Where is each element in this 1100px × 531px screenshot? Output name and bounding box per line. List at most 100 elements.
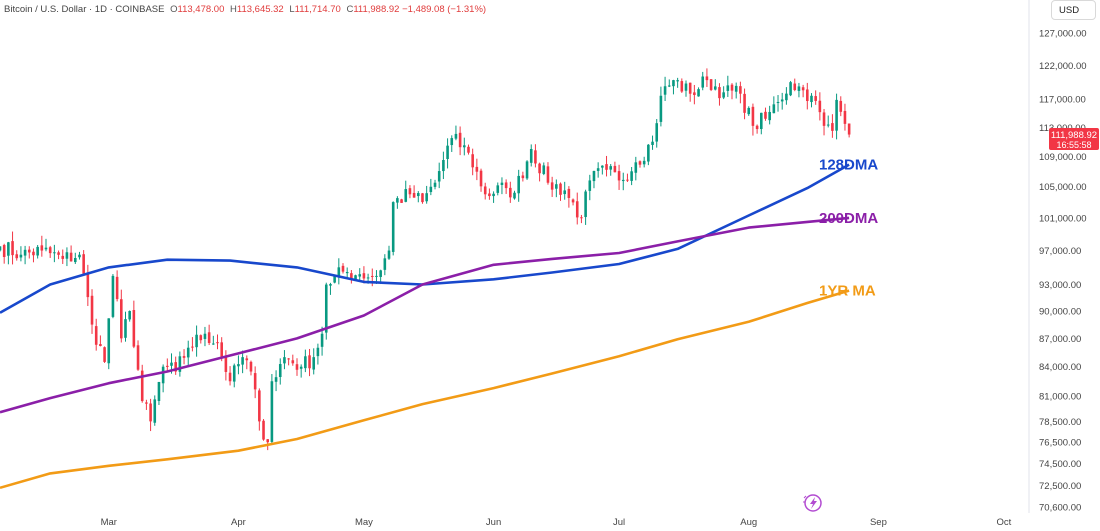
candle-body bbox=[575, 201, 579, 218]
change-value: −1,489.08 (−1.31%) bbox=[402, 4, 487, 15]
candle-body bbox=[776, 101, 780, 104]
candle-body bbox=[262, 420, 265, 440]
y-tick-label: 109,000.00 bbox=[1039, 152, 1087, 163]
candle-body bbox=[638, 161, 642, 165]
candle-body bbox=[580, 217, 583, 219]
candle-body bbox=[831, 123, 834, 131]
candle-body bbox=[509, 187, 512, 198]
candle-body bbox=[186, 347, 190, 358]
candle-body bbox=[814, 96, 817, 101]
candle-body bbox=[103, 347, 106, 362]
candle-body bbox=[362, 273, 366, 279]
x-tick-label: Oct bbox=[997, 517, 1012, 528]
candle-body bbox=[350, 273, 353, 279]
y-tick-label: 74,500.00 bbox=[1039, 459, 1081, 470]
candle-body bbox=[764, 111, 767, 119]
y-tick-label: 70,600.00 bbox=[1039, 503, 1081, 514]
price-tag-price: 111,988.92 bbox=[1051, 130, 1097, 141]
candle-body bbox=[450, 138, 454, 146]
candle-body bbox=[500, 182, 504, 185]
candle-body bbox=[94, 326, 98, 345]
candle-body bbox=[258, 390, 261, 422]
candle-body bbox=[396, 198, 399, 203]
close-key: C bbox=[346, 4, 354, 15]
candle-body bbox=[358, 274, 362, 277]
x-tick-label: Aug bbox=[740, 517, 757, 528]
candle-body bbox=[333, 275, 336, 283]
candle-body bbox=[801, 87, 805, 91]
candle-body bbox=[120, 299, 123, 339]
lightning-icon[interactable] bbox=[803, 494, 822, 512]
time-axis: Mar Apr May Jun Jul Aug Sep Oct bbox=[101, 517, 1012, 528]
candle-body bbox=[153, 399, 157, 423]
candle-body bbox=[324, 284, 328, 333]
candle-body bbox=[0, 246, 2, 251]
symbol-name[interactable]: Bitcoin / U.S. Dollar · 1D · COINBASE bbox=[4, 4, 165, 15]
candle-body bbox=[743, 93, 746, 113]
symbol-header: Bitcoin / U.S. Dollar · 1D · COINBASE O1… bbox=[4, 4, 486, 15]
currency-selector[interactable]: USD bbox=[1051, 0, 1096, 20]
candle-body bbox=[107, 318, 111, 364]
low-key: L bbox=[289, 4, 295, 15]
candle-body bbox=[492, 193, 495, 197]
x-tick-label: Apr bbox=[231, 517, 246, 528]
candle-body bbox=[843, 110, 847, 124]
candle-body bbox=[772, 104, 776, 114]
candle-body bbox=[287, 358, 290, 360]
x-tick-label: May bbox=[355, 517, 373, 528]
candle-body bbox=[571, 199, 575, 203]
candle-body bbox=[513, 192, 516, 199]
candle-body bbox=[145, 402, 148, 404]
candle-body bbox=[659, 95, 663, 122]
candle-body bbox=[555, 184, 558, 189]
candle-body bbox=[320, 333, 324, 347]
candle-body bbox=[709, 79, 713, 90]
candle-body bbox=[379, 270, 382, 277]
candle-body bbox=[140, 370, 144, 402]
candle-body bbox=[726, 85, 730, 91]
price-tag-countdown: 16:55:58 bbox=[1056, 140, 1091, 150]
moving-averages: 128DMA 200DMA 1YR MA bbox=[0, 157, 878, 490]
candle-body bbox=[471, 154, 474, 168]
close-value: 111,988.92 bbox=[353, 4, 400, 15]
candle-body bbox=[90, 295, 94, 325]
ma-line-1yr-ma[interactable] bbox=[0, 289, 850, 490]
candle-body bbox=[2, 245, 6, 257]
candle-body bbox=[15, 254, 19, 259]
price-axis: 127,000.00122,000.00117,000.00113,000.00… bbox=[1039, 29, 1087, 514]
candle-body bbox=[680, 81, 684, 92]
candle-body bbox=[408, 188, 412, 195]
candle-body bbox=[212, 343, 215, 345]
candle-body bbox=[697, 89, 700, 97]
candle-body bbox=[601, 165, 604, 168]
candle-body bbox=[713, 86, 717, 90]
candle-body bbox=[86, 272, 90, 298]
candle-body bbox=[705, 76, 709, 81]
x-tick-label: Mar bbox=[101, 517, 117, 528]
candle-body bbox=[53, 252, 56, 254]
candle-body bbox=[605, 164, 608, 170]
candle-body bbox=[667, 85, 671, 87]
candle-body bbox=[308, 355, 311, 369]
candle-body bbox=[253, 373, 257, 390]
ma-line-128dma[interactable] bbox=[0, 163, 850, 314]
candle-body bbox=[23, 249, 27, 256]
y-tick-label: 97,000.00 bbox=[1039, 246, 1081, 257]
candle-body bbox=[124, 319, 127, 338]
candle-body bbox=[759, 112, 763, 130]
candle-body bbox=[404, 189, 408, 202]
candle-body bbox=[517, 175, 520, 194]
open-value: 113,478.00 bbox=[177, 4, 225, 15]
candle-body bbox=[446, 145, 449, 159]
candle-body bbox=[266, 439, 270, 443]
candle-body bbox=[651, 141, 654, 145]
candle-body bbox=[609, 166, 613, 170]
candle-body bbox=[354, 275, 357, 280]
candle-body bbox=[370, 275, 374, 277]
candle-body bbox=[241, 357, 244, 365]
ma-label-1yr-ma: 1YR MA bbox=[819, 283, 876, 300]
ma-line-200dma[interactable] bbox=[0, 216, 850, 414]
candle-body bbox=[780, 99, 784, 102]
candle-body bbox=[789, 82, 792, 96]
